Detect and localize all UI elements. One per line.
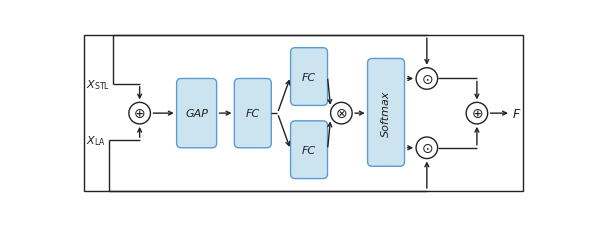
- Text: $\oplus$: $\oplus$: [133, 107, 146, 121]
- Circle shape: [416, 137, 437, 159]
- FancyBboxPatch shape: [290, 121, 328, 179]
- Circle shape: [331, 103, 352, 124]
- Text: Softmax: Softmax: [381, 90, 391, 136]
- Text: GAP: GAP: [185, 109, 208, 119]
- Circle shape: [466, 103, 488, 124]
- Text: $X_\mathrm{STL}$: $X_\mathrm{STL}$: [86, 78, 110, 91]
- Text: $\odot$: $\odot$: [421, 141, 433, 155]
- Text: $F$: $F$: [512, 107, 521, 120]
- Text: $\odot$: $\odot$: [421, 72, 433, 86]
- FancyBboxPatch shape: [368, 59, 404, 166]
- FancyBboxPatch shape: [176, 79, 217, 148]
- FancyBboxPatch shape: [235, 79, 271, 148]
- Text: FC: FC: [302, 72, 316, 82]
- Circle shape: [129, 103, 151, 124]
- Text: $\oplus$: $\oplus$: [471, 107, 483, 121]
- Text: FC: FC: [302, 145, 316, 155]
- Text: FC: FC: [246, 109, 260, 119]
- FancyBboxPatch shape: [290, 48, 328, 106]
- Circle shape: [416, 68, 437, 90]
- Text: $\otimes$: $\otimes$: [335, 107, 347, 121]
- Text: $X_\mathrm{LA}$: $X_\mathrm{LA}$: [86, 134, 106, 147]
- Bar: [84, 36, 523, 191]
